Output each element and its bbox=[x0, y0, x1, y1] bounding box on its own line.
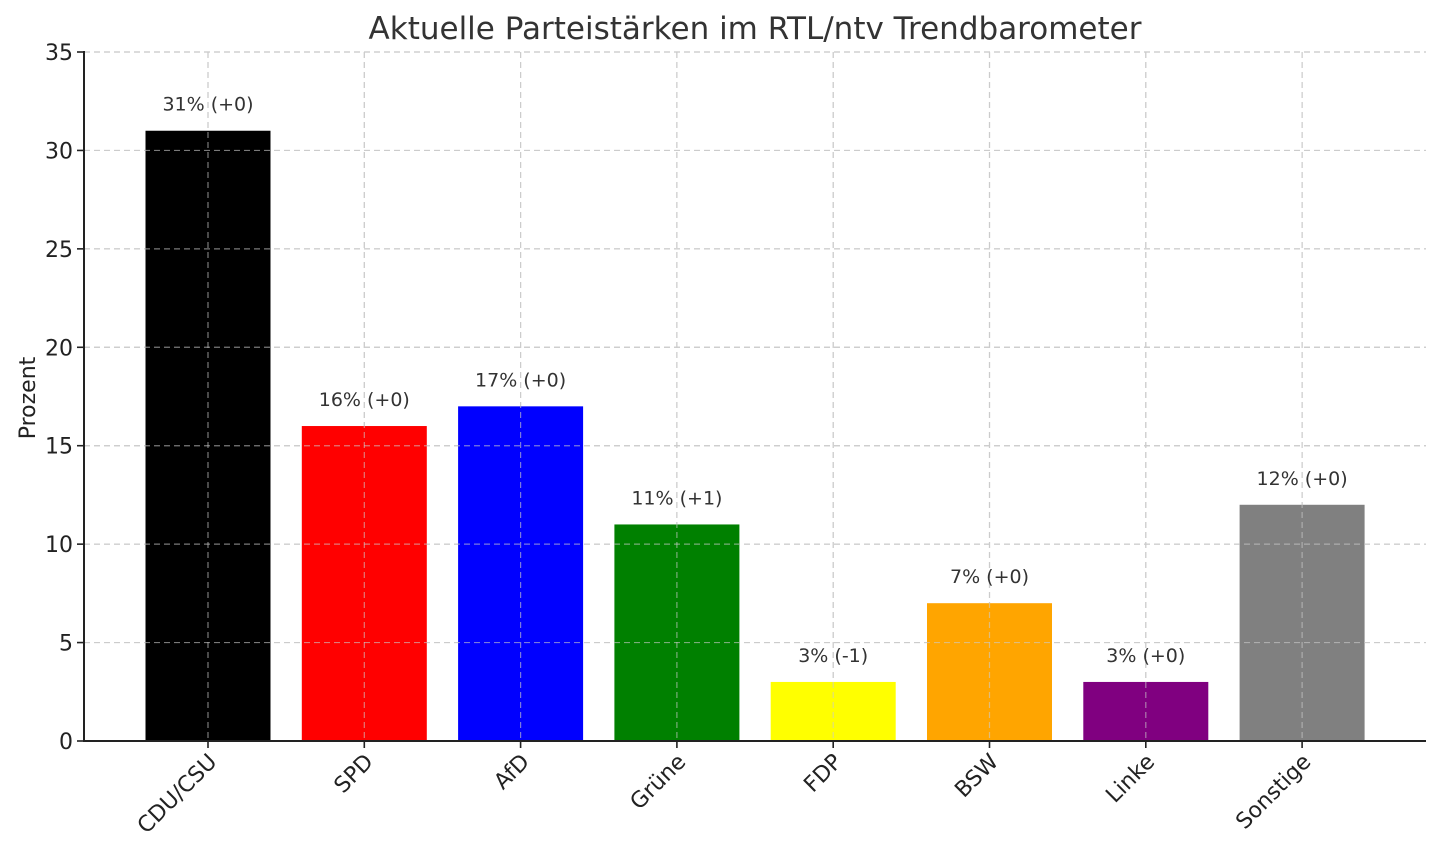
y-tick-label: 30 bbox=[45, 139, 73, 164]
y-tick-label: 15 bbox=[45, 435, 73, 460]
bar-linke bbox=[1083, 681, 1209, 741]
bar-value-label: 16% (+0) bbox=[319, 389, 410, 411]
x-tick-label: SPD bbox=[330, 750, 379, 799]
axes-spines bbox=[83, 51, 1426, 742]
bar-value-label: 12% (+0) bbox=[1257, 468, 1348, 490]
x-axis-ticks: CDU/CSU SPD AfD Grüne FDP BSW Linke Sonstige bbox=[133, 741, 1316, 839]
x-tick-label: Linke bbox=[1101, 750, 1160, 809]
bar-value-label: 11% (+1) bbox=[631, 487, 722, 509]
x-tick-label: CDU/CSU bbox=[133, 750, 222, 839]
x-tick-label: FDP bbox=[799, 750, 847, 798]
bar-value-labels: 31% (+0) 16% (+0) 17% (+0) 11% (+1) 3% (-1) 7… bbox=[162, 94, 1347, 667]
y-tick-label: 35 bbox=[45, 41, 73, 66]
y-tick-label: 25 bbox=[45, 238, 73, 263]
bars bbox=[84, 51, 1426, 741]
bar-value-label: 31% (+0) bbox=[162, 94, 253, 116]
y-axis-label: Prozent bbox=[16, 356, 41, 439]
chart-title: Aktuelle Parteistärken im RTL/ntv Trendb… bbox=[369, 11, 1142, 47]
bar-value-label: 7% (+0) bbox=[950, 566, 1029, 588]
bar-value-label: 17% (+0) bbox=[475, 369, 566, 391]
x-tick-label: Grüne bbox=[626, 750, 691, 815]
y-axis-ticks: 0 5 10 15 20 25 30 35 bbox=[45, 41, 84, 755]
grid-lines bbox=[84, 51, 1426, 741]
x-tick-label: Sonstige bbox=[1231, 750, 1316, 835]
bar-value-label: 3% (-1) bbox=[798, 645, 868, 667]
y-tick-label: 20 bbox=[45, 336, 73, 361]
x-tick-label: AfD bbox=[490, 750, 535, 795]
x-tick-label: BSW bbox=[950, 749, 1004, 803]
y-tick-label: 5 bbox=[59, 632, 73, 657]
y-tick-label: 10 bbox=[45, 533, 73, 558]
y-tick-label: 0 bbox=[59, 730, 73, 755]
bar-fdp bbox=[770, 681, 896, 741]
bar-value-label: 3% (+0) bbox=[1106, 645, 1185, 667]
